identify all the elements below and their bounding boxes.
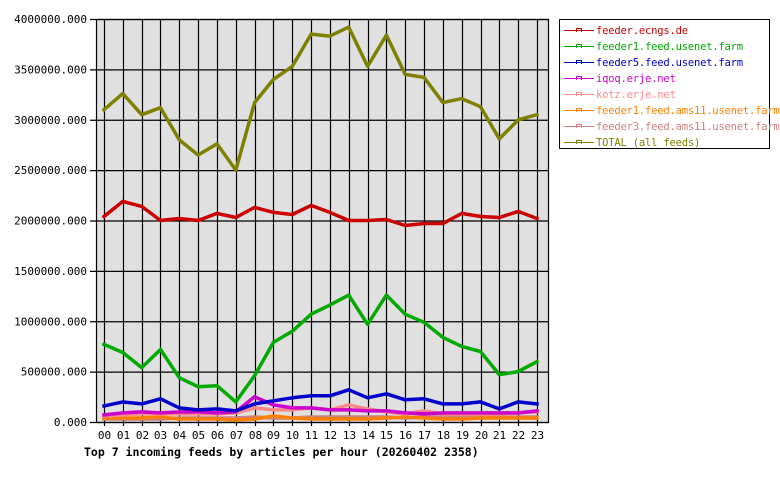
legend-label: feeder3.feed.ams11.usenet.farm [596,120,780,133]
series-line-feeder1-feed-usenet-farm [101,293,540,404]
x-tick-label: 16 [399,429,412,442]
x-tick-label: 08 [249,429,262,442]
y-tick-label: 2000000.000 [14,215,87,228]
legend-item-feeder5-usenet-farm: feeder5.feed.usenet.farm [564,55,743,70]
x-tick-label: 09 [267,429,280,442]
x-tick-label: 23 [531,429,544,442]
x-tick-label: 02 [136,429,149,442]
x-tick-label: 21 [493,429,506,442]
series-lines [101,25,540,422]
x-tick-label: 14 [362,429,376,442]
x-tick-label: 06 [211,429,224,442]
x-tick-label: 20 [475,429,488,442]
series-line-iqoq-erje-net [102,395,539,417]
x-tick-label: 22 [512,429,525,442]
legend-label: feeder5.feed.usenet.farm [596,56,743,69]
legend-line-icon [564,42,594,51]
y-tick-label: 4000000.000 [14,13,87,26]
legend-item-iqoq: iqoq.erje.net [564,71,676,86]
legend-item-feeder1-ams11: feeder1.feed.ams11.usenet.farm [564,103,780,118]
y-tick-label: 3500000.000 [14,63,87,76]
x-tick-label: 17 [418,429,431,442]
legend-item-feeder-ecngs: feeder.ecngs.de [564,23,688,38]
x-tick-label: 05 [192,429,205,442]
y-tick-label: 2500000.000 [14,164,87,177]
chart-title: Top 7 incoming feeds by articles per hou… [84,445,479,459]
x-tick-label: 18 [437,429,450,442]
x-tick-label: 11 [305,429,318,442]
legend-line-icon [564,106,594,115]
series-line-feeder1-feed-ams11-usenet-farm [102,414,539,422]
x-tick-label: 01 [117,429,130,442]
y-tick-label: 500000.000 [21,366,87,379]
x-tick-label: 00 [98,429,111,442]
legend-label: feeder1.feed.ams11.usenet.farm [596,104,780,117]
legend-line-icon [564,26,594,35]
legend-line-icon [564,74,594,83]
legend-item-total: TOTAL (all feeds) [564,135,700,150]
x-tick-label: 15 [380,429,393,442]
grid-lines [90,18,550,426]
y-tick-label: 3000000.000 [14,114,87,127]
legend-label: TOTAL (all feeds) [596,136,701,149]
x-tick-label: 04 [173,429,187,442]
x-tick-label: 19 [456,429,469,442]
x-tick-label: 12 [324,429,337,442]
legend-line-icon [564,138,594,147]
legend-label: iqoq.erje.net [596,72,676,85]
legend-line-icon [564,122,594,131]
y-tick-label: 0.000 [54,416,87,429]
x-tick-label: 13 [343,429,356,442]
x-axis: 00 01 02 03 04 05 06 07 08 09 10 11 12 13 14 15 16 17 18 19… [98,429,544,442]
x-tick-label: 10 [286,429,299,442]
legend-item-feeder1-usenet-farm: feeder1.feed.usenet.farm [564,39,743,54]
legend-line-icon [564,58,594,67]
legend-label: feeder.ecngs.de [596,24,688,37]
series-line-feeder5-feed-usenet-farm [101,388,539,413]
series-line-feeder-ecngs-de [101,199,540,228]
y-tick-label: 1000000.000 [14,315,87,328]
y-axis: 0.000 500000.000 1000000.000 1500000.000 200… [14,13,87,429]
legend-item-kotz: kotz.erje.net [564,87,676,102]
legend-line-icon [564,90,594,99]
x-tick-label: 03 [154,429,167,442]
series-line-total-all-feeds- [101,25,540,172]
y-tick-label: 1500000.000 [14,265,87,278]
legend-item-feeder3-ams11: feeder3.feed.ams11.usenet.farm [564,119,780,134]
legend: feeder.ecngs.de feeder1.feed.usenet.farm… [559,19,780,150]
legend-label: kotz.erje.net [596,88,676,101]
legend-label: feeder1.feed.usenet.farm [596,40,743,53]
x-tick-label: 07 [230,429,243,442]
